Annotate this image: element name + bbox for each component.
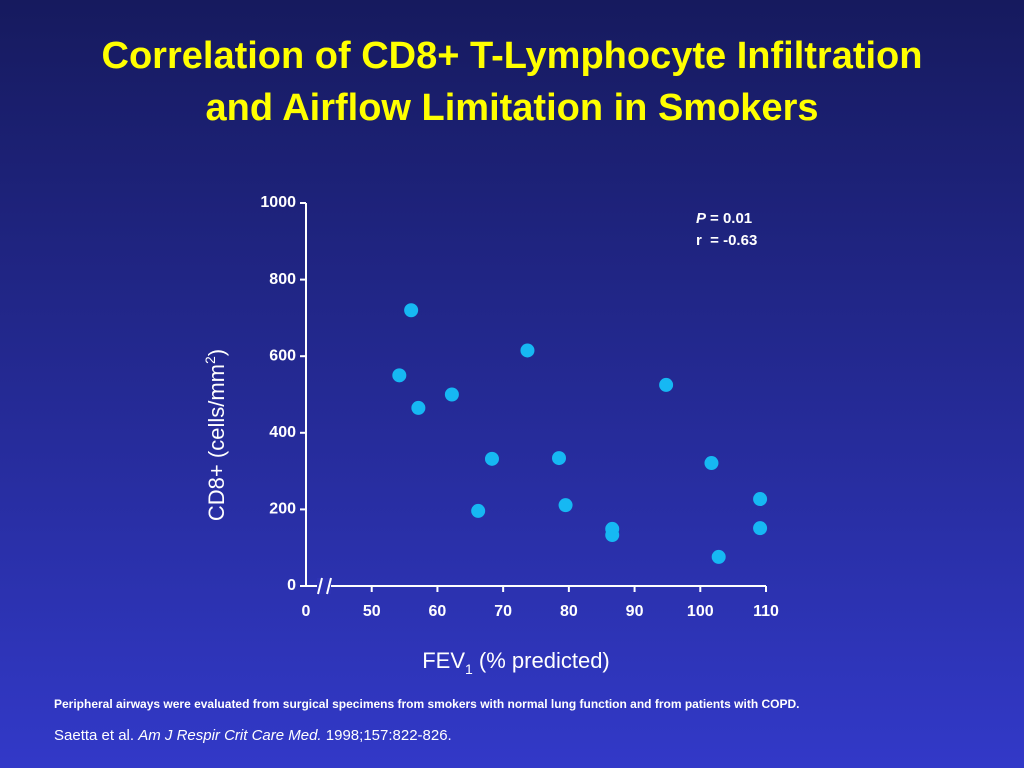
x-tick-label: 70 xyxy=(494,603,512,620)
title-line: and Airflow Limitation in Smokers xyxy=(206,87,819,129)
point xyxy=(753,521,768,536)
point xyxy=(711,549,726,564)
axis-break xyxy=(317,577,323,595)
x-tick-label: 90 xyxy=(626,603,644,620)
point xyxy=(404,303,419,318)
y-label-rest: ) xyxy=(204,349,229,356)
point xyxy=(484,451,499,466)
y-tick-label: 1000 xyxy=(260,194,296,211)
point xyxy=(552,451,566,466)
x-tick-label: 80 xyxy=(560,603,578,620)
citation-journal: Am J Respir Crit Care Med. xyxy=(137,727,321,744)
point xyxy=(471,503,486,518)
y-label-sup: 2 xyxy=(202,356,218,364)
point xyxy=(753,492,768,507)
y-tick-label: 200 xyxy=(269,501,296,518)
footnote: Peripheral airways were evaluated from s… xyxy=(54,697,800,711)
x-tick-label: 50 xyxy=(363,603,381,620)
x-tick-label: 60 xyxy=(429,603,447,620)
y-tick-label: 600 xyxy=(269,347,296,364)
citation-authors: Saetta et al. xyxy=(54,727,138,744)
y-label-text: CD8+ (cells/mm xyxy=(204,364,229,521)
axis-break xyxy=(326,577,332,595)
point xyxy=(659,377,674,392)
r-annotation: r = -0.63 xyxy=(696,232,757,249)
y-tick-label: 800 xyxy=(269,271,296,288)
point xyxy=(411,400,426,415)
p-annotation: P = 0.01 xyxy=(696,210,752,227)
title-line: Correlation of CD8+ T-Lymphocyte Infiltr… xyxy=(102,35,923,77)
x-label-rest: (% predicted) xyxy=(473,648,610,673)
point xyxy=(704,456,719,471)
citation-details: 1998;157:822-826. xyxy=(322,727,452,744)
x-axis-label: FEV1 (% predicted) xyxy=(422,648,610,677)
y-axis-label: CD8+ (cells/mm2) xyxy=(202,349,229,521)
point xyxy=(392,368,407,383)
title: Correlation of CD8+ T-Lymphocyte Infiltr… xyxy=(102,35,923,129)
p-symbol: P xyxy=(696,210,707,227)
point xyxy=(558,498,573,513)
x-label-text: FEV xyxy=(422,648,465,673)
x-tick-label: 110 xyxy=(753,603,779,620)
x-tick-label: 100 xyxy=(687,603,714,620)
x-label-sub: 1 xyxy=(465,661,473,677)
citation: Saetta et al. Am J Respir Crit Care Med.… xyxy=(54,727,452,744)
point xyxy=(520,343,535,358)
point xyxy=(444,387,459,402)
p-text: = 0.01 xyxy=(710,210,752,227)
y-tick-label: 400 xyxy=(269,424,296,441)
y-tick-label: 0 xyxy=(287,577,296,594)
point xyxy=(605,528,620,543)
x-tick-label: 0 xyxy=(302,603,311,620)
